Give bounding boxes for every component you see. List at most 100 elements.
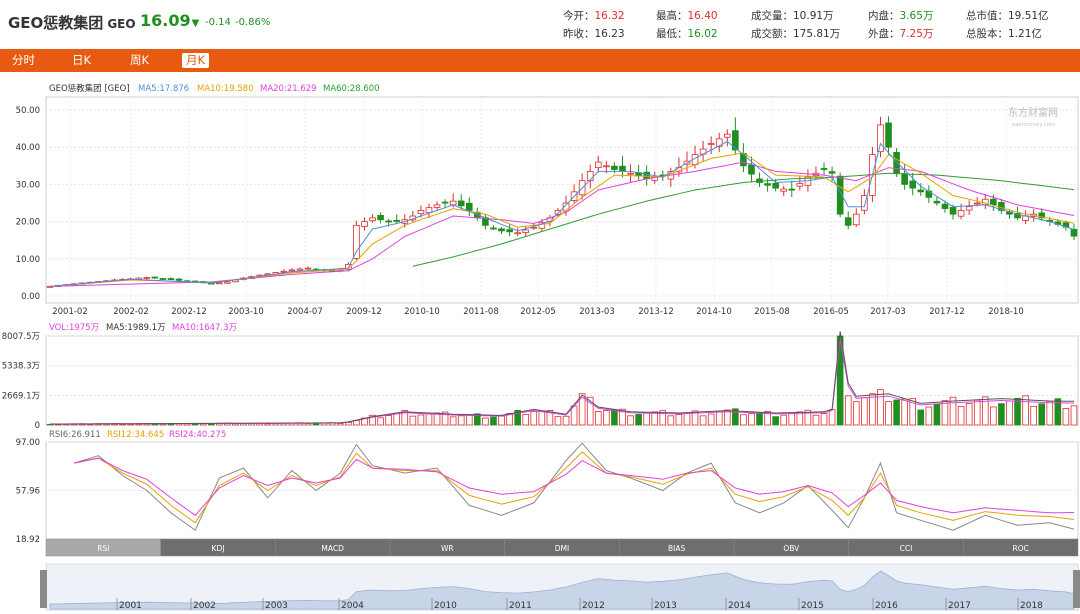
volume-bar <box>409 415 417 426</box>
volume-bar <box>482 417 489 426</box>
watermark-sub: eastmoney.com <box>1012 122 1055 128</box>
quote-item: 最高：16.40 <box>656 8 718 23</box>
time-axis-tick: 2015-08 <box>754 307 790 317</box>
navigator-left-handle[interactable] <box>40 570 47 608</box>
candle-body <box>586 170 594 182</box>
quote-item: 总股本：1.21亿 <box>966 26 1042 41</box>
tab-intraday[interactable]: 分时 <box>12 53 35 67</box>
candle-body <box>820 168 828 170</box>
volume-axis-tick: 0 <box>35 421 40 431</box>
navigator-year-label: 2002 <box>193 601 216 611</box>
navigator-right-handle[interactable] <box>1073 570 1080 608</box>
candle-body <box>538 222 546 229</box>
quote-item: 成交额：175.81万 <box>751 26 840 41</box>
vol-ma5-legend: MA5:1989.1万 <box>106 323 166 333</box>
time-axis-tick: 2018-10 <box>988 307 1024 317</box>
candle-body <box>441 201 449 204</box>
indicator-tab-roc[interactable] <box>963 538 1079 557</box>
candle-body <box>1038 212 1046 219</box>
volume-bar <box>449 416 457 426</box>
quote-label: 总市值： <box>966 10 1008 22</box>
price-down-arrow-icon: ▼ <box>191 18 200 29</box>
quote-value: 16.32 <box>594 10 625 22</box>
rsi24-line <box>74 457 1075 516</box>
candle-body <box>828 171 836 174</box>
volume-axis-tick: 8007.5万 <box>2 332 40 342</box>
volume-bar <box>828 409 836 426</box>
volume-bar <box>490 416 497 426</box>
quote-item: 今开：16.32 <box>563 8 625 23</box>
quote-item: 外盘：7.25万 <box>868 26 933 41</box>
quote-item: 最低：16.02 <box>656 26 718 41</box>
time-axis-tick: 2017-03 <box>870 307 906 317</box>
candle-body <box>909 180 917 189</box>
vol-legend: VOL:1975万 <box>49 323 99 333</box>
candle-body <box>949 207 957 215</box>
volume-bar <box>635 414 642 426</box>
navigator-year-label: 2014 <box>728 601 751 611</box>
volume-bar <box>345 422 352 426</box>
candle-body <box>764 183 771 186</box>
candle-body <box>611 165 618 170</box>
quote-item: 昨收：16.23 <box>563 26 625 41</box>
volume-bar <box>643 412 650 426</box>
candle-body <box>619 165 626 172</box>
time-axis-tick: 2009-12 <box>346 307 382 317</box>
candle-body <box>385 220 392 223</box>
quote-label: 今开： <box>563 10 595 22</box>
period-tab-bar: 分时 日K 周K 月K <box>0 49 1080 72</box>
candle-body <box>433 204 441 208</box>
tab-monthly-k[interactable]: 月K <box>182 53 210 68</box>
candle-body <box>151 276 159 279</box>
volume-bar <box>740 414 747 426</box>
quote-item: 成交量：10.91万 <box>751 8 834 23</box>
quote-value: 175.81万 <box>793 28 841 40</box>
volume-bar <box>957 406 965 426</box>
candle-body <box>933 200 941 204</box>
indicator-tab-label: CCI <box>900 544 913 553</box>
volume-bar <box>990 406 997 426</box>
candle-body <box>780 188 788 192</box>
volume-bar <box>659 410 667 426</box>
candle-body <box>844 217 852 226</box>
volume-bar <box>772 416 779 426</box>
volume-bar <box>909 398 917 426</box>
rsi12-line <box>74 451 1075 524</box>
candle-body <box>216 282 223 285</box>
volume-bar <box>514 410 521 426</box>
candle-body <box>885 122 892 148</box>
navigator-year-label: 2004 <box>341 601 364 611</box>
time-axis-tick: 2012-05 <box>520 307 556 317</box>
time-axis-tick: 2016-05 <box>813 307 849 317</box>
stock-name: GEO惩教集团 GEO <box>8 12 136 33</box>
volume-bar <box>369 414 376 426</box>
quote-value: 7.25万 <box>899 28 934 40</box>
time-axis-tick: 2013-03 <box>579 307 615 317</box>
ma20-legend: MA20:21.629 <box>260 84 317 94</box>
quote-label: 内盘： <box>868 10 900 22</box>
volume-bar <box>651 411 659 426</box>
tab-daily-k[interactable]: 日K <box>72 53 92 67</box>
candle-body <box>296 268 304 271</box>
navigator-year-label: 2018 <box>1020 601 1043 611</box>
candle-body <box>603 165 610 168</box>
candle-body <box>957 210 965 217</box>
volume-axis-tick: 2669.1万 <box>2 391 40 401</box>
candle-body <box>554 210 562 215</box>
quote-item: 内盘：3.65万 <box>868 8 933 23</box>
candle-body <box>457 200 465 207</box>
quote-label: 最低： <box>656 28 688 40</box>
volume-bar <box>965 403 973 426</box>
candle-body <box>304 267 312 270</box>
volume-bar <box>627 415 634 426</box>
volume-bar <box>586 396 594 426</box>
ma60-line <box>412 172 1075 267</box>
volume-bar <box>933 403 941 426</box>
price-panel[interactable] <box>45 96 1079 304</box>
candle-body <box>852 213 860 226</box>
ma5-legend: MA5:17.876 <box>138 84 189 94</box>
time-axis-tick: 2004-07 <box>287 307 323 317</box>
indicator-tab-label: MACD <box>321 544 344 553</box>
tab-weekly-k[interactable]: 周K <box>130 53 150 67</box>
